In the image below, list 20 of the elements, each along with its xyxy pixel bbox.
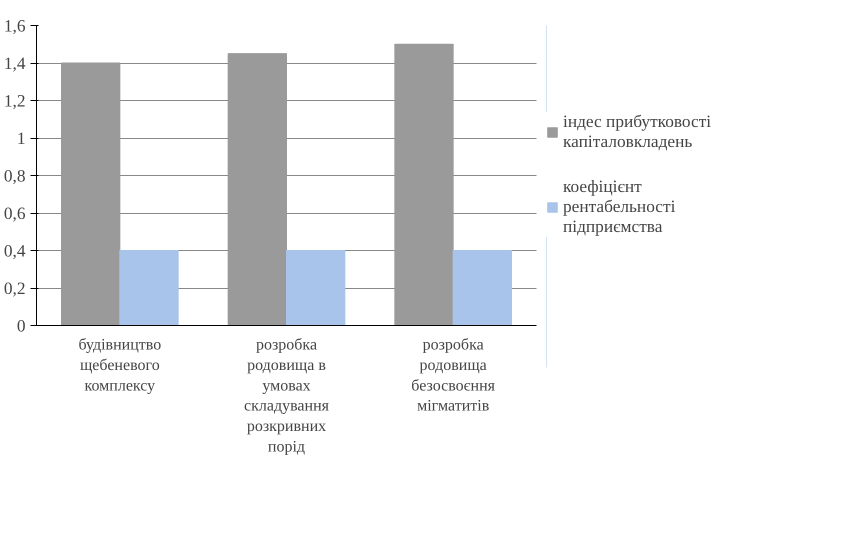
x-tick-label: розробка родовища в умовах складування розкривних порід <box>244 336 330 456</box>
y-tick-label: 1,4 <box>4 54 26 73</box>
y-tick-label: 0,8 <box>4 166 26 186</box>
y-tick-label: 1,2 <box>4 92 26 110</box>
y-tick-label: 0 <box>16 316 26 336</box>
x-tick-label: розробка родовища безосвоєння мігматитів <box>411 336 496 415</box>
legend-label: коефіцієнт рентабельності підприємства <box>563 177 676 237</box>
y-tick-label: 1 <box>16 129 26 148</box>
bar <box>228 53 287 326</box>
bar <box>452 250 512 326</box>
y-tick-label: 1,6 <box>4 16 26 36</box>
y-tick-label: 0,6 <box>4 204 26 223</box>
y-tick-label: 0,2 <box>4 279 26 298</box>
legend-label: індес прибутковості капіталовкладень <box>563 112 712 152</box>
bar <box>394 44 454 326</box>
y-tick-label: 0,4 <box>4 242 26 260</box>
x-tick-label: будівництво щебеневого комплексу <box>78 336 162 394</box>
bar <box>119 250 179 326</box>
bar <box>286 250 346 326</box>
bar <box>61 62 120 326</box>
